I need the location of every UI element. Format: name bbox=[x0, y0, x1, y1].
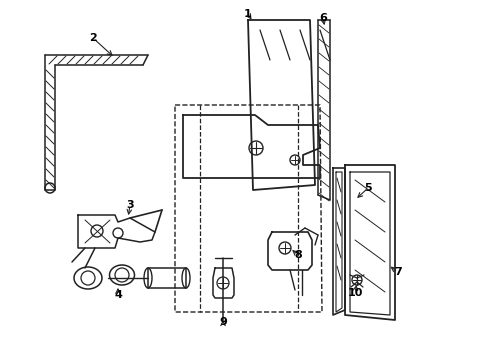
Text: 8: 8 bbox=[294, 250, 302, 260]
Text: 6: 6 bbox=[319, 13, 327, 23]
Text: 10: 10 bbox=[347, 288, 363, 298]
Text: 4: 4 bbox=[114, 290, 122, 300]
Text: 2: 2 bbox=[89, 33, 97, 43]
Text: 3: 3 bbox=[126, 200, 134, 210]
Text: 7: 7 bbox=[394, 267, 402, 277]
Text: 5: 5 bbox=[364, 183, 372, 193]
Text: 1: 1 bbox=[244, 9, 252, 19]
Text: 9: 9 bbox=[219, 317, 227, 327]
Bar bbox=[148, 268, 186, 288]
